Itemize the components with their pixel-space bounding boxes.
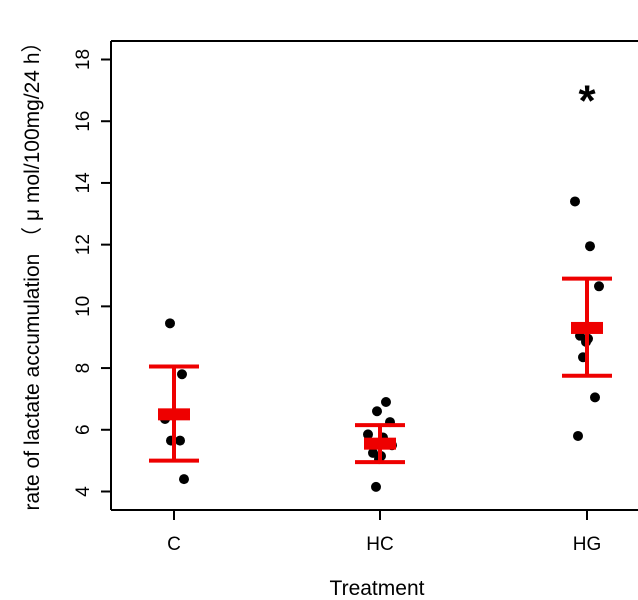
data-point — [371, 481, 381, 492]
y-tick-label: 10 — [73, 296, 94, 317]
x-axis: C HC HG — [167, 510, 601, 555]
mean-marker — [364, 437, 396, 450]
significance-asterisk: * — [578, 76, 596, 125]
data-point — [381, 397, 391, 408]
y-axis-title: rate of lactate accumulation （ μ mol/100… — [21, 31, 44, 510]
y-tick-label: 12 — [73, 234, 94, 255]
y-tick-label: 6 — [73, 424, 94, 435]
data-point — [368, 447, 378, 458]
data-point — [570, 196, 580, 207]
group-hg — [562, 196, 612, 441]
data-point — [165, 318, 175, 329]
data-point — [590, 392, 600, 403]
x-tick-label: HG — [573, 534, 602, 555]
data-point — [175, 435, 185, 446]
data-point — [573, 430, 583, 441]
x-axis-title: Treatment — [330, 577, 425, 600]
data-point — [585, 241, 595, 252]
y-tick-label: 16 — [73, 111, 94, 132]
mean-marker — [571, 321, 603, 334]
y-tick-label: 18 — [73, 49, 94, 70]
data-point — [372, 406, 382, 417]
x-tick-label: HC — [366, 534, 393, 555]
mean-marker — [158, 408, 190, 421]
data-point — [594, 281, 604, 292]
data-point — [363, 429, 373, 440]
chart-annotations: * — [578, 76, 596, 125]
chart-marks — [149, 196, 612, 492]
group-hc — [355, 397, 405, 492]
y-tick-label: 8 — [73, 363, 94, 374]
group-c — [149, 318, 199, 485]
data-point — [177, 369, 187, 380]
y-tick-label: 4 — [73, 486, 94, 497]
data-point — [179, 474, 189, 485]
y-axis: 4 6 8 10 12 14 16 18 — [73, 49, 112, 497]
x-tick-label: C — [167, 534, 181, 555]
y-tick-label: 14 — [73, 172, 94, 194]
